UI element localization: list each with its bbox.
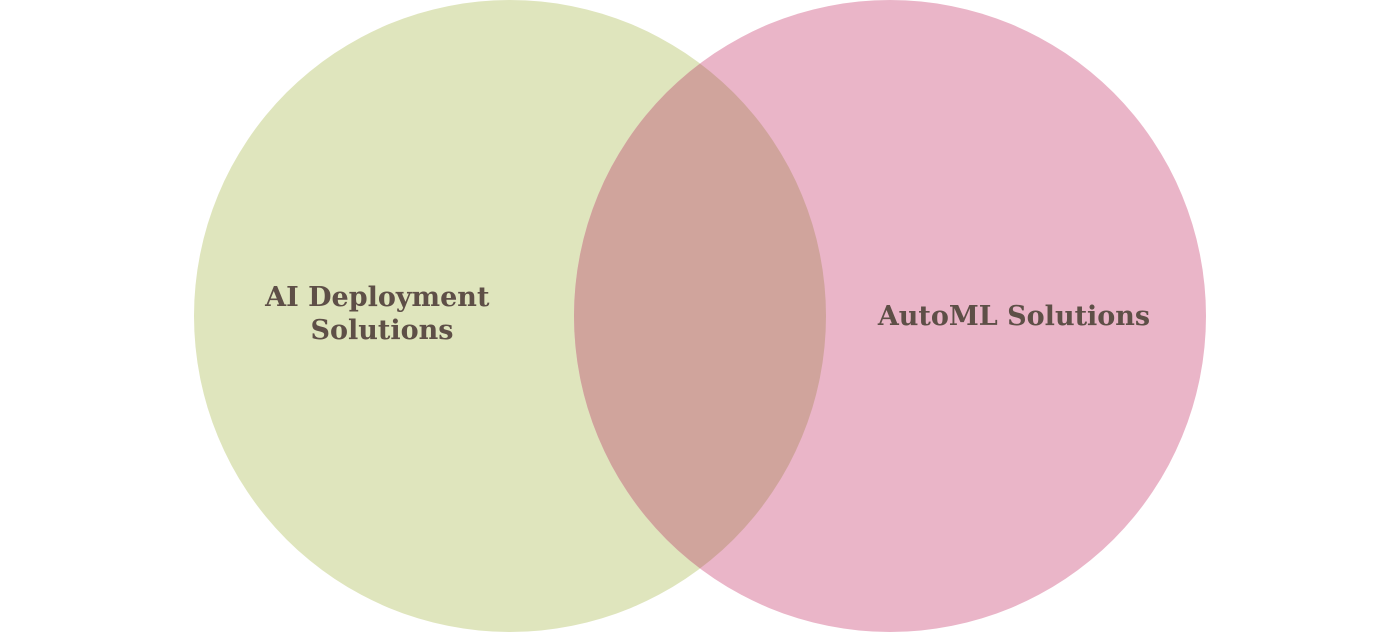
ai-deployment-label-line-2: Solutions — [311, 315, 454, 346]
intersection-region — [574, 0, 826, 632]
automl-label-line-1: AutoML Solutions — [877, 301, 1150, 332]
ai-deployment-label-line-1: AI Deployment — [264, 282, 490, 313]
automl-label: AutoML Solutions — [877, 301, 1150, 332]
ai-deployment-label: AI Deployment Solutions — [264, 282, 499, 346]
